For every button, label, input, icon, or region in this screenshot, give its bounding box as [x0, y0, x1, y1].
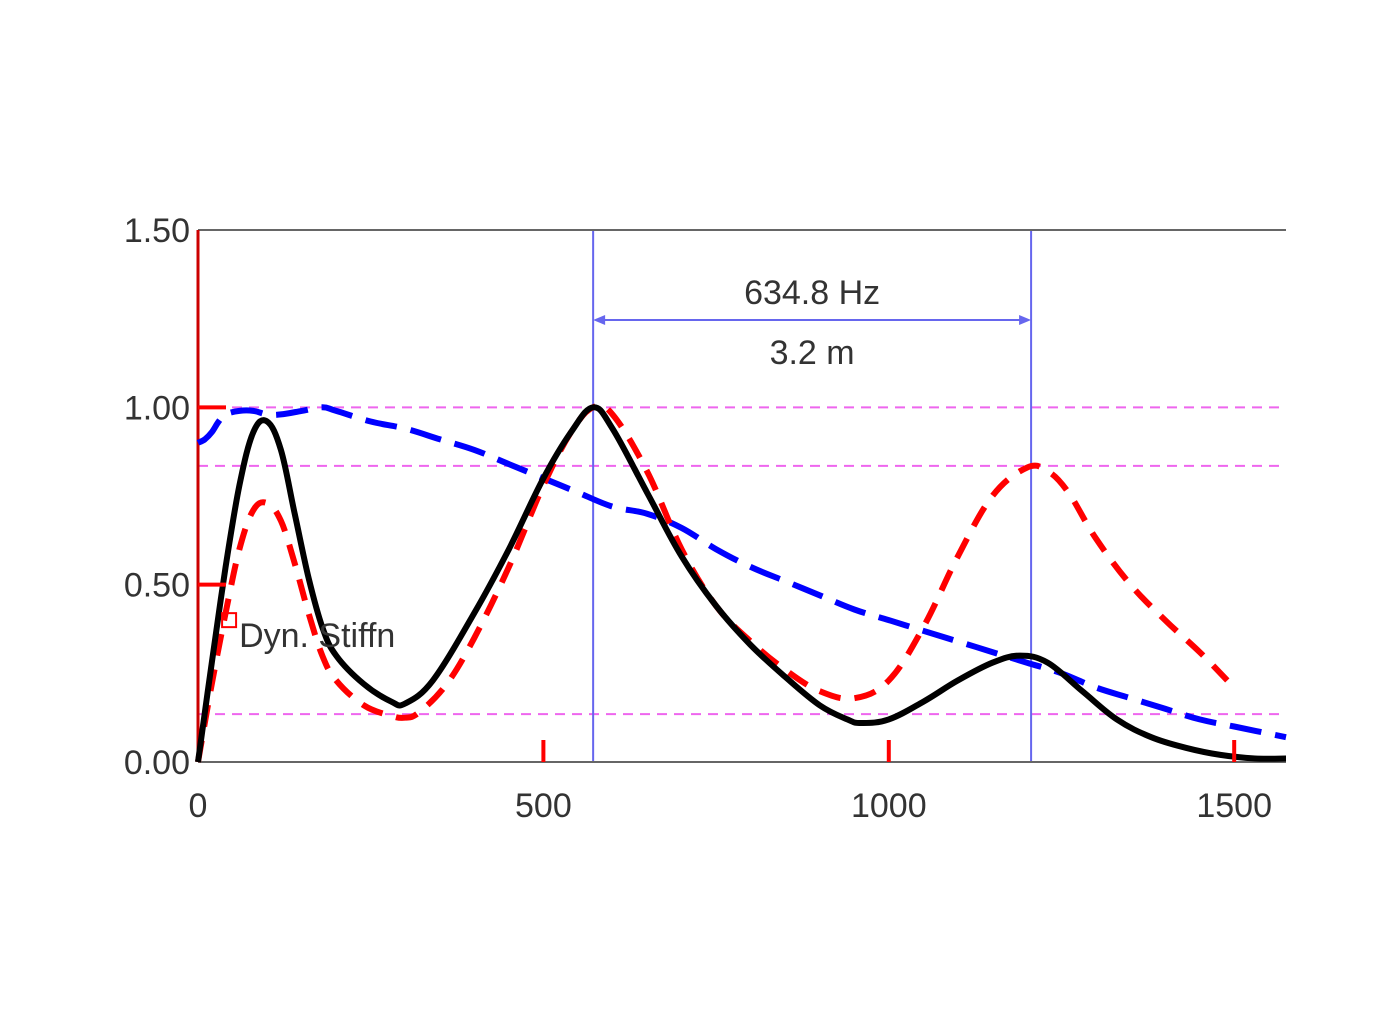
cursor-annotation: 634.8 Hz 3.2 m	[593, 274, 1032, 372]
x-tick-label: 1500	[1196, 787, 1272, 825]
cursor-distance-label: 3.2 m	[770, 334, 855, 372]
cursor-arrow-left-head	[593, 315, 606, 325]
tick-marks	[198, 405, 1237, 762]
annotation-label: Dyn. Stiffn	[239, 617, 395, 655]
series-red-dashed-line	[195, 402, 1230, 763]
y-tick-label: 1.50	[124, 212, 190, 250]
y-tick-label: 0.50	[124, 567, 190, 605]
x-tick-label: 500	[515, 787, 572, 825]
x-tick-label: 1000	[851, 787, 927, 825]
annotation-marker-icon	[221, 612, 238, 629]
series-black-solid-line	[195, 404, 1287, 763]
y-tick-label: 0.00	[124, 744, 190, 782]
cursor-delta-frequency-label: 634.8 Hz	[744, 274, 880, 312]
plot-frame	[196, 229, 1286, 763]
x-tick-label: 0	[189, 787, 208, 825]
series-blue-dashed-line	[196, 404, 1287, 741]
y-tick-label: 1.00	[124, 389, 190, 427]
series-layer	[195, 402, 1287, 763]
series-annotations: Dyn. Stiffn	[221, 612, 395, 655]
tick-labels: 0.00 0.50 1.00 1.50 0 500 1000 1500	[124, 212, 1272, 825]
reference-lines	[198, 406, 1286, 716]
cursor-arrow-right-head	[1019, 315, 1032, 325]
